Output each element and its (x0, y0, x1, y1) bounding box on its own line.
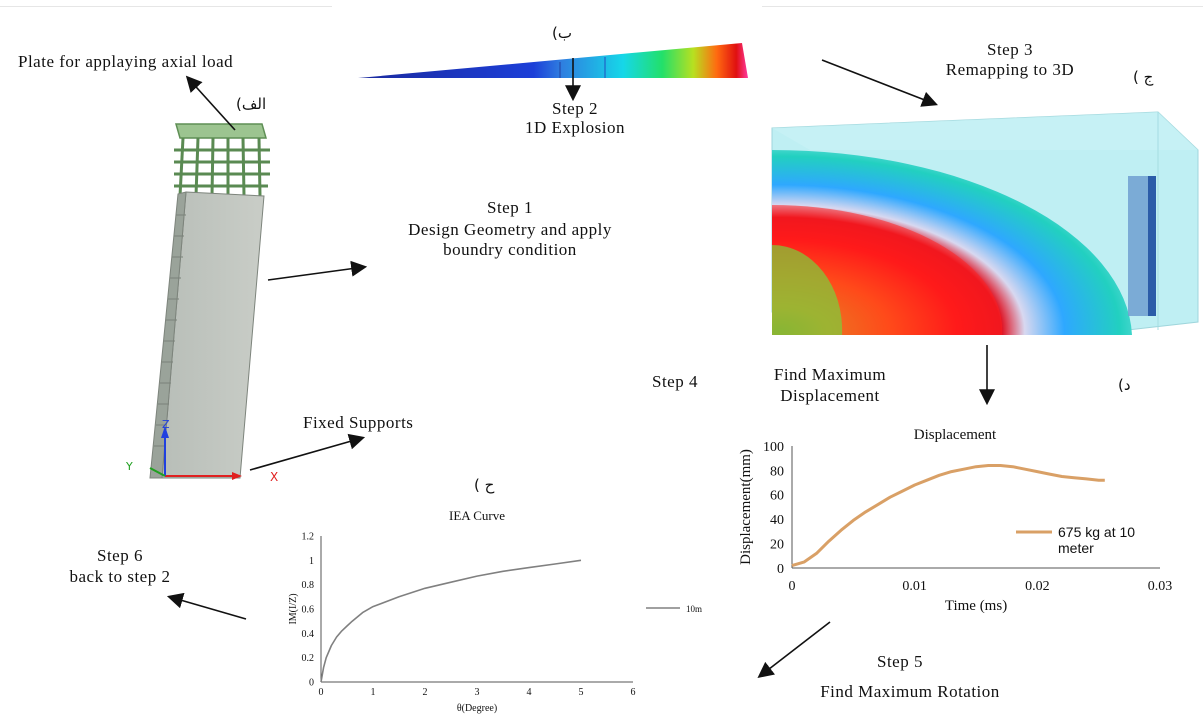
fixed-supports-label: Fixed Supports (303, 413, 414, 432)
x-axis-label: θ(Degree) (457, 703, 497, 714)
y-tick-label: 60 (770, 489, 784, 504)
y-tick-label: 1 (309, 556, 314, 567)
arrow-step6 (166, 592, 247, 620)
y-axis-label: IM(I/Z) (288, 593, 299, 624)
step2-line2: 1D Explosion (525, 118, 625, 137)
arrow-step5 (757, 621, 831, 678)
step4-line1: Find Maximum (773, 365, 887, 384)
arrow-fixed-supports (249, 433, 366, 471)
step3-line2: Remapping to 3D (945, 60, 1075, 79)
plate-label: Plate for applaying axial load (18, 52, 234, 71)
legend-label: 10m (686, 604, 702, 614)
remap-3d-block (771, 111, 1199, 335)
x-tick-label: 0.01 (902, 579, 927, 594)
mark-a: (الف (236, 95, 267, 113)
x-tick-label: 4 (527, 687, 532, 698)
y-tick-label: 0 (309, 678, 314, 689)
legend-label: 675 kg at 10 (1058, 524, 1135, 540)
x-tick-label: 5 (579, 687, 584, 698)
step3-title: Step 3 (987, 40, 1033, 59)
y-tick-label: 0.4 (302, 629, 315, 640)
mark-e: ( ح (474, 476, 495, 494)
y-tick-label: 1.2 (302, 532, 315, 543)
y-tick-label: 100 (763, 440, 784, 455)
column-model (149, 123, 270, 480)
axis-z-label: Z (162, 418, 170, 431)
axis-y-label: Y (126, 460, 133, 473)
y-tick-label: 80 (770, 464, 784, 479)
top-rule-right (762, 6, 1203, 7)
legend-label: meter (1058, 540, 1094, 556)
x-tick-label: 0.02 (1025, 579, 1050, 594)
y-tick-label: 0.8 (302, 580, 315, 591)
step6-title: Step 6 (97, 546, 143, 565)
step4-line2: Displacement (780, 386, 880, 405)
mark-c: ( ج (1133, 68, 1154, 86)
step2-title: Step 2 (552, 99, 598, 118)
y-tick-label: 0 (777, 562, 784, 577)
x-tick-label: 0 (319, 687, 324, 698)
x-tick-label: 1 (371, 687, 376, 698)
x-tick-label: 0 (789, 579, 796, 594)
arrow-step3 (821, 59, 938, 107)
axis-x-label: X (270, 470, 279, 484)
arrow-to-plate (185, 75, 236, 131)
step1-line3: boundry condition (443, 240, 577, 259)
step6-line2: back to step 2 (69, 567, 171, 586)
x-tick-label: 6 (631, 687, 636, 698)
step5-title: Step 5 (877, 652, 923, 671)
top-rule-left (0, 6, 332, 7)
step5-line2: Find Maximum Rotation (820, 682, 1000, 701)
explosion-wedge (358, 43, 748, 78)
chart-title: Displacement (914, 427, 997, 443)
x-axis-label: Time (ms) (945, 598, 1007, 614)
y-tick-label: 0.2 (302, 653, 315, 664)
chart-title: IEA Curve (449, 508, 505, 523)
x-tick-label: 2 (423, 687, 428, 698)
x-tick-label: 0.03 (1148, 579, 1173, 594)
x-tick-label: 3 (475, 687, 480, 698)
arrow-step1 (267, 260, 368, 281)
step4-title: Step 4 (652, 372, 698, 391)
y-tick-label: 20 (770, 538, 784, 553)
y-tick-label: 40 (770, 513, 784, 528)
series-line (320, 559, 582, 683)
series-line (791, 464, 1105, 568)
step1-title: Step 1 (487, 198, 533, 217)
step1-line2: Design Geometry and apply (408, 220, 612, 239)
y-tick-label: 0.6 (302, 605, 315, 616)
mark-d: (د (1118, 376, 1131, 394)
reinforcement-cage (174, 123, 270, 197)
mark-b: (ب (552, 24, 572, 42)
y-axis-label: Displacement(mm) (738, 449, 754, 565)
